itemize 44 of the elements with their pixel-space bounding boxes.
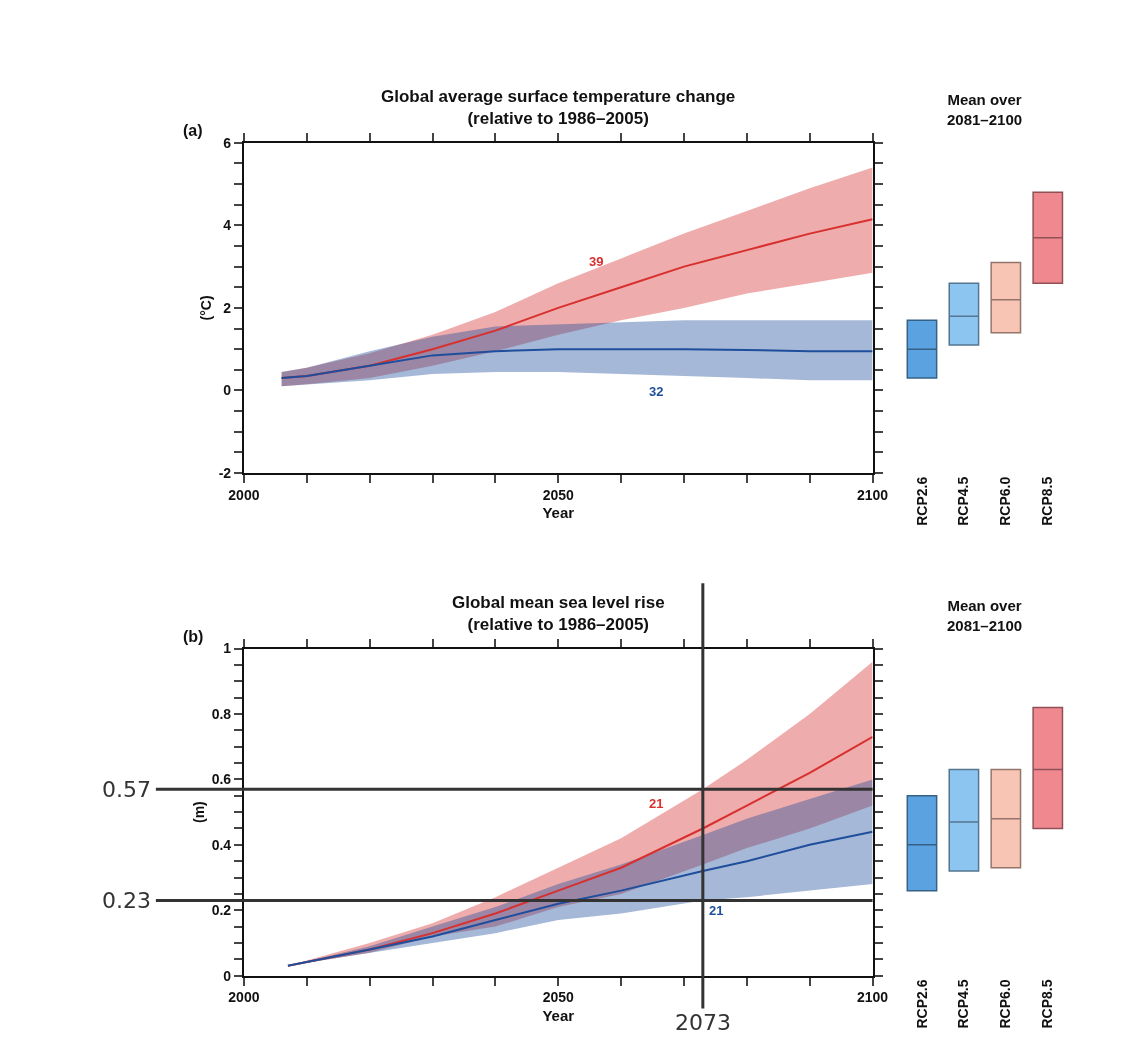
x-tick-label: 2100 (857, 486, 889, 503)
y-tick-label: 0.4 (211, 836, 232, 853)
x-tick-label: 2000 (228, 989, 260, 1006)
y-tick-label: 1 (223, 640, 232, 657)
chart-title: Mean over 2081–2100 (947, 597, 1023, 634)
x-tick-label: RCP6.0 (997, 979, 1014, 1029)
y-tick-label: 2 (223, 299, 232, 316)
y-tick-label: -2 (218, 464, 232, 481)
y-axis-title: (m) (190, 801, 207, 824)
x-tick-label: RCP4.5 (955, 979, 972, 1029)
x-tick-label: RCP8.5 (1039, 476, 1056, 526)
y-tick-label: 6 (223, 134, 232, 151)
x-tick-label: 2100 (857, 989, 889, 1006)
y-tick-label: 0 (223, 382, 232, 399)
annotation: 21 (709, 903, 724, 918)
text: (b) (183, 628, 204, 645)
x-tick-label: RCP8.5 (1039, 979, 1056, 1029)
annotation: 39 (589, 254, 604, 269)
chart-title: Mean over 2081–2100 (947, 91, 1023, 128)
x-tick-label: RCP6.0 (997, 476, 1014, 526)
y-tick-label: 4 (223, 217, 232, 234)
annotation: 32 (649, 384, 664, 399)
chart-title: Global mean sea level rise (relative to 1986–2005) (452, 593, 665, 635)
x-axis-title: Year (542, 1006, 575, 1024)
ref-line-label: 0.57 (102, 777, 151, 802)
x-tick-label: RCP2.6 (913, 476, 930, 526)
y-axis-title: (°C) (197, 295, 214, 321)
x-axis-title: Year (542, 504, 575, 522)
y-tick-label: 0.6 (211, 771, 232, 788)
y-tick-label: 0 (223, 967, 232, 984)
ref-line-label: 2073 (675, 1010, 731, 1035)
annotation: 21 (649, 796, 664, 811)
chart-title: Global average surface temperature change (relative to 1986–2005) (381, 87, 736, 129)
x-tick-label: RCP2.6 (913, 979, 930, 1029)
y-tick-label: 0.8 (211, 705, 232, 722)
x-tick-label: 2050 (542, 486, 575, 503)
x-tick-label: 2050 (542, 989, 575, 1006)
y-tick-label: 0.2 (211, 902, 232, 919)
line-series (280, 348, 873, 380)
text: (a) (183, 122, 203, 139)
ref-line-label: 0.23 (102, 888, 151, 913)
x-tick-label: RCP4.5 (955, 476, 972, 526)
line-series (286, 830, 873, 967)
x-tick-label: 2000 (228, 486, 260, 503)
